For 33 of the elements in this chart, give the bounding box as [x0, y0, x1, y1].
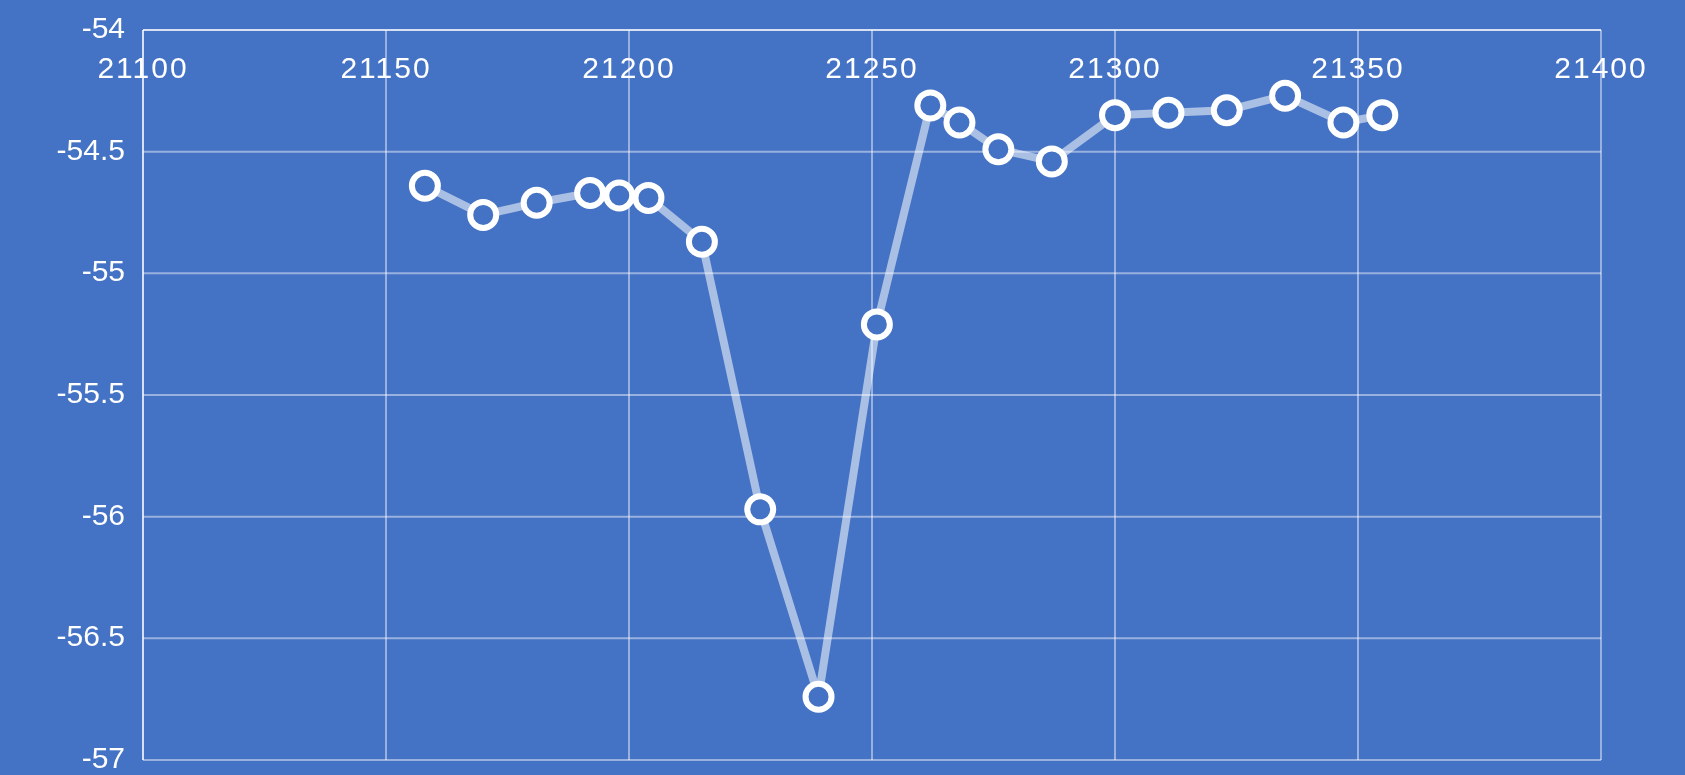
x-tick-label: 21350 [1311, 51, 1405, 84]
point [1035, 145, 1068, 178]
point [860, 308, 893, 341]
y-tick-label: -55.5 [56, 375, 125, 409]
point [1099, 99, 1131, 132]
y-tick-label: -56.5 [56, 619, 125, 653]
y-tick-label: -55 [81, 254, 125, 288]
point [520, 186, 553, 219]
y-tick-label: -57 [81, 740, 125, 774]
point [632, 181, 665, 214]
x-tick-label: 21150 [340, 51, 432, 84]
point [1210, 94, 1243, 127]
point [1327, 106, 1360, 139]
y-tick-label: -54.5 [56, 132, 125, 166]
y-tick-label: -56 [81, 497, 125, 531]
point [744, 493, 777, 526]
point [685, 225, 718, 258]
x-tick-label: 21200 [582, 51, 676, 84]
point [1152, 96, 1185, 129]
point [1366, 99, 1399, 132]
point [982, 133, 1015, 166]
y-tick-label: -54 [81, 10, 125, 44]
x-tick-label: 21250 [825, 51, 919, 84]
point [467, 198, 500, 231]
point [574, 177, 607, 210]
point [408, 169, 441, 202]
point [943, 106, 976, 139]
x-tick-label: 21300 [1068, 51, 1162, 84]
x-tick-label: 21400 [1554, 51, 1648, 84]
point [802, 680, 835, 713]
point [603, 179, 636, 212]
point [1269, 79, 1302, 112]
point [914, 89, 947, 122]
